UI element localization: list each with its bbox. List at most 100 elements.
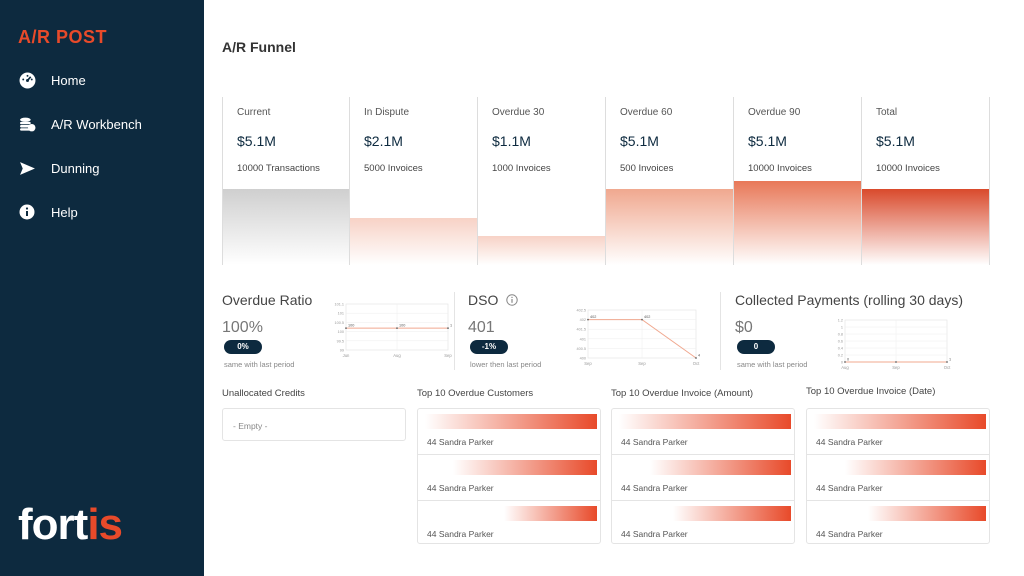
- main-content: A/R Funnel Current $5.1M 10000 Transacti…: [204, 0, 1024, 576]
- customer-name: 44 Sandra Parker: [621, 529, 688, 539]
- top10-customers-title: Top 10 Overdue Customers: [417, 388, 534, 399]
- funnel-count: 10000 Invoices: [876, 163, 940, 174]
- sidebar-item-help[interactable]: Help: [18, 200, 78, 224]
- coins-icon: [18, 115, 36, 133]
- customer-name: 44 Sandra Parker: [427, 437, 494, 447]
- x-tick-label: Oct: [693, 361, 700, 366]
- info-icon: [18, 203, 36, 221]
- x-tick-label: Sep: [584, 361, 592, 366]
- funnel-card-overdue-90[interactable]: Overdue 90 $5.1M 10000 Invoices: [734, 97, 862, 265]
- customer-name: 44 Sandra Parker: [816, 529, 883, 539]
- funnel-amount: $5.1M: [620, 133, 659, 149]
- funnel-label: Overdue 60: [620, 107, 673, 118]
- funnel-amount: $5.1M: [748, 133, 787, 149]
- data-label: 400: [698, 354, 700, 358]
- customer-name: 44 Sandra Parker: [621, 483, 688, 493]
- y-tick-label: 400.5: [576, 347, 586, 351]
- overdue-bar: [424, 414, 597, 429]
- funnel-card-current[interactable]: Current $5.1M 10000 Transactions: [222, 97, 350, 265]
- data-point: [447, 327, 449, 329]
- funnel-count: 5000 Invoices: [364, 163, 423, 174]
- x-tick-label: Sep: [444, 353, 452, 358]
- sidebar-item-ar-workbench[interactable]: A/R Workbench: [18, 112, 142, 136]
- kpi-note: same with last period: [224, 360, 295, 369]
- data-point: [895, 361, 897, 363]
- change-badge: 0%: [224, 340, 262, 354]
- list-item[interactable]: 44 Sandra Parker: [418, 409, 600, 455]
- overdue-bar: [650, 460, 791, 475]
- data-label: 402: [644, 315, 650, 319]
- sidebar-item-label: Help: [51, 204, 78, 220]
- x-tick-label: Sep: [892, 365, 900, 370]
- x-tick-label: Oct: [944, 365, 951, 370]
- funnel-count: 10000 Invoices: [748, 163, 812, 174]
- kpi-dso: DSO 401 -1% lower then last period 402.5…: [468, 292, 700, 370]
- list-item[interactable]: 44 Sandra Parker: [612, 409, 794, 455]
- brand-logo: fortis: [18, 500, 123, 549]
- data-point: [345, 327, 347, 329]
- top10-invoice-date-list: 44 Sandra Parker 44 Sandra Parker 44 San…: [806, 408, 990, 544]
- divider: [720, 292, 721, 370]
- top10-invoice-amount-title: Top 10 Overdue Invoice (Amount): [611, 388, 754, 399]
- data-label: 100: [399, 324, 405, 328]
- list-item[interactable]: 44 Sandra Parker: [807, 409, 989, 455]
- kpi-value: $0: [735, 319, 753, 336]
- funnel-amount: $5.1M: [876, 133, 915, 149]
- list-item[interactable]: 44 Sandra Parker: [807, 455, 989, 501]
- list-item[interactable]: 44 Sandra Parker: [418, 501, 600, 547]
- funnel-amount: $2.1M: [364, 133, 403, 149]
- x-tick-label: Jun: [343, 353, 350, 358]
- kpi-title: Overdue Ratio: [222, 292, 313, 308]
- funnel-label: In Dispute: [364, 107, 410, 118]
- list-item[interactable]: 44 Sandra Parker: [612, 455, 794, 501]
- y-tick-label: 100.5: [334, 321, 344, 325]
- data-label: 1: [949, 358, 951, 362]
- funnel-count: 10000 Transactions: [237, 163, 320, 174]
- page-title: A/R Funnel: [222, 39, 296, 55]
- y-tick-label: 0.4: [838, 347, 843, 351]
- customer-name: 44 Sandra Parker: [427, 483, 494, 493]
- data-point: [946, 361, 948, 363]
- top10-invoice-date-title: Top 10 Overdue Invoice (Date): [806, 386, 936, 397]
- list-item[interactable]: 44 Sandra Parker: [807, 501, 989, 547]
- sidebar: A/R POST Home A/R Workbench Dunning Help…: [0, 0, 204, 576]
- customer-name: 44 Sandra Parker: [621, 437, 688, 447]
- change-badge: -1%: [470, 340, 508, 354]
- y-tick-label: 0.6: [838, 340, 843, 344]
- change-badge: 0: [737, 340, 775, 354]
- funnel-card-total[interactable]: Total $5.1M 10000 Invoices: [862, 97, 990, 265]
- overdue-bar: [813, 414, 986, 429]
- funnel-label: Overdue 30: [492, 107, 545, 118]
- funnel-card-overdue-30[interactable]: Overdue 30 $1.1M 1000 Invoices: [478, 97, 606, 265]
- app-logo[interactable]: A/R POST: [18, 27, 108, 47]
- funnel-fill: [734, 181, 861, 265]
- customer-name: 44 Sandra Parker: [816, 483, 883, 493]
- funnel-count: 1000 Invoices: [492, 163, 551, 174]
- list-item[interactable]: 44 Sandra Parker: [612, 501, 794, 547]
- kpi-value: 401: [468, 319, 495, 336]
- customer-name: 44 Sandra Parker: [427, 529, 494, 539]
- kpi-overdue-ratio: Overdue Ratio 100% 0% same with last per…: [222, 292, 452, 370]
- data-point: [695, 357, 697, 359]
- list-item[interactable]: 44 Sandra Parker: [418, 455, 600, 501]
- funnel-card-in-dispute[interactable]: In Dispute $2.1M 5000 Invoices: [350, 97, 478, 265]
- top10-customers-list: 44 Sandra Parker 44 Sandra Parker 44 San…: [417, 408, 601, 544]
- overdue-bar: [845, 460, 986, 475]
- funnel-card-overdue-60[interactable]: Overdue 60 $5.1M 500 Invoices: [606, 97, 734, 265]
- funnel-fill: [350, 217, 477, 265]
- funnel-amount: $5.1M: [237, 133, 276, 149]
- data-point: [587, 318, 589, 321]
- sidebar-item-dunning[interactable]: Dunning: [18, 156, 99, 180]
- sidebar-item-home[interactable]: Home: [18, 68, 86, 92]
- y-tick-label: 99: [340, 349, 344, 353]
- funnel-fill: [223, 189, 349, 265]
- info-icon[interactable]: [506, 294, 518, 306]
- y-tick-label: 401: [580, 337, 586, 341]
- data-label: 402: [590, 315, 596, 319]
- x-tick-label: Sep: [638, 361, 646, 366]
- y-tick-label: 101: [338, 312, 344, 316]
- kpi-note: lower then last period: [470, 360, 542, 369]
- funnel-count: 500 Invoices: [620, 163, 674, 174]
- y-tick-label: 99.5: [337, 339, 344, 343]
